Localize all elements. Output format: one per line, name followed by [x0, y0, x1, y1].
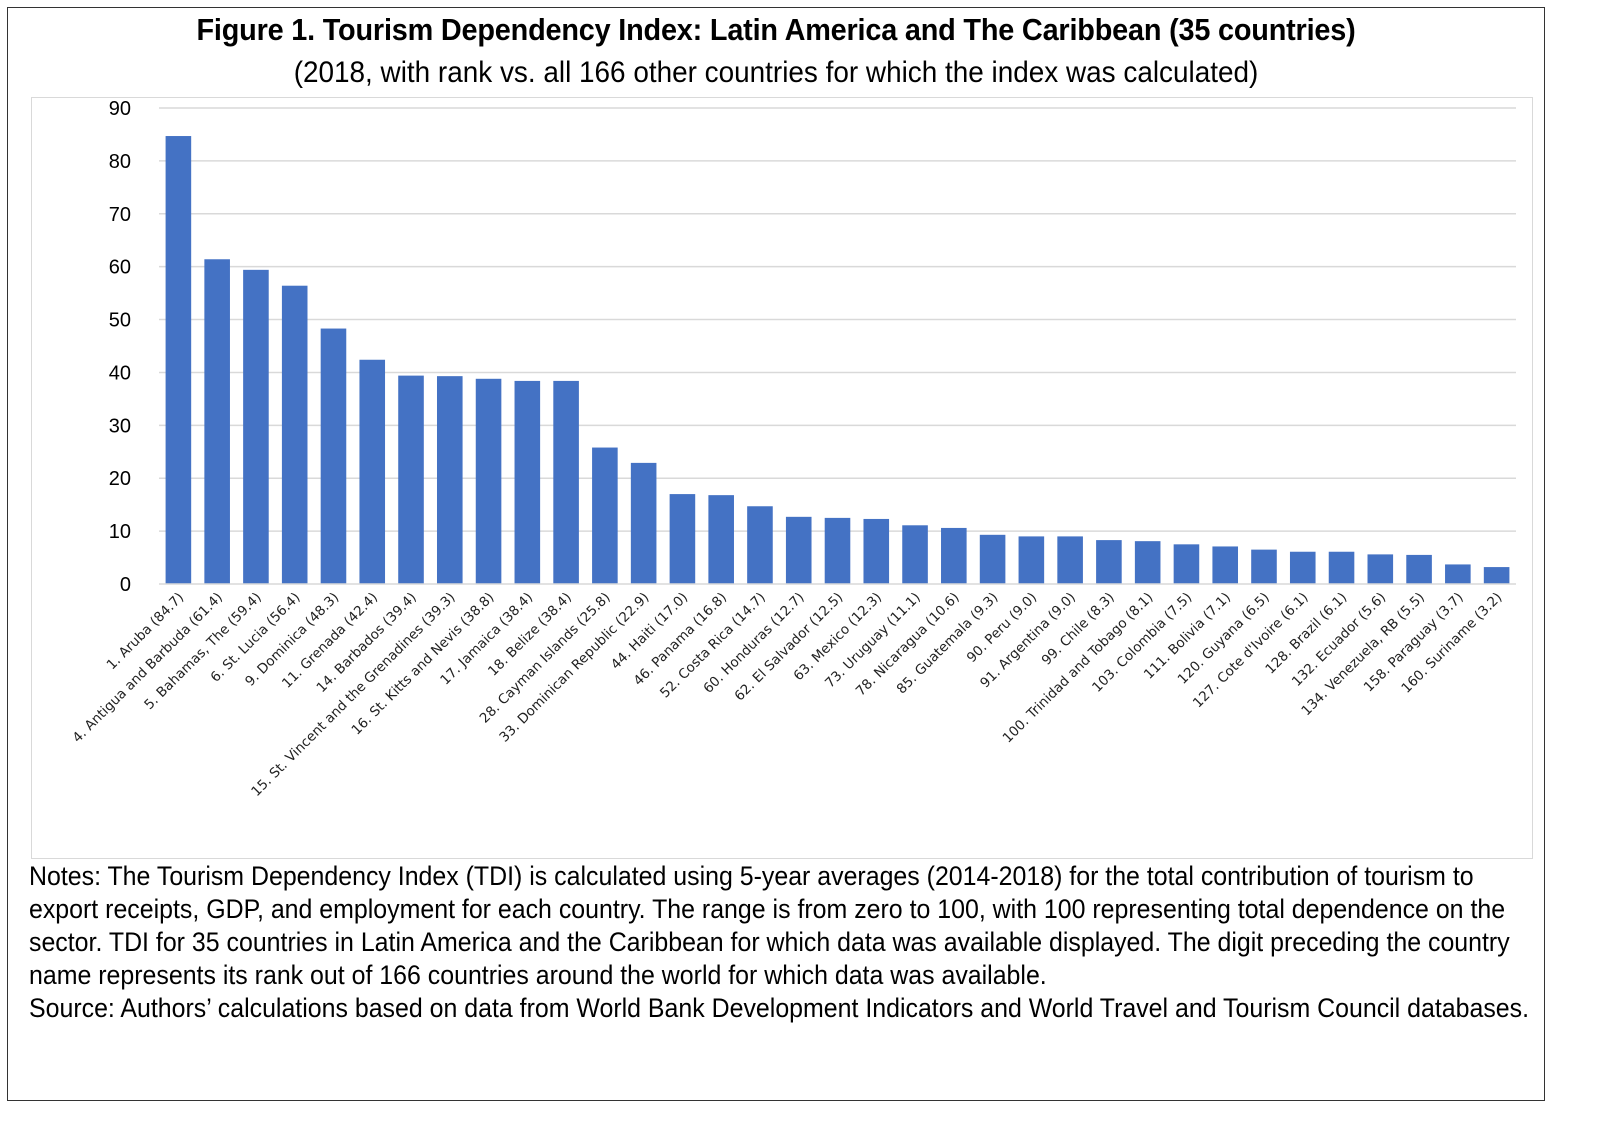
bar — [592, 447, 618, 584]
y-tick-label: 50 — [109, 310, 131, 332]
bar — [1367, 554, 1394, 584]
bar — [475, 378, 502, 584]
bar — [1212, 546, 1239, 584]
bar — [941, 527, 967, 584]
bar — [1134, 541, 1161, 584]
y-tick-label: 80 — [109, 151, 131, 173]
bar — [708, 495, 734, 584]
bars — [165, 136, 1510, 584]
y-tick-label: 20 — [109, 468, 131, 490]
bar — [1057, 536, 1083, 584]
y-tick-label: 70 — [109, 204, 131, 226]
bar — [979, 534, 1006, 584]
source-text: Source: Authors’ calculations based on d… — [29, 993, 1530, 1023]
bar — [1483, 567, 1510, 584]
bar — [436, 376, 463, 584]
bar — [824, 517, 851, 584]
bar — [320, 328, 347, 584]
chart-subtitle: (2018, with rank vs. all 166 other count… — [293, 56, 1259, 89]
bar — [165, 136, 192, 584]
y-axis-ticks: 0 10 20 30 40 50 60 70 80 90 — [109, 98, 131, 596]
bar — [1289, 551, 1316, 584]
bar-chart: 0 10 20 30 40 50 60 70 80 90 1. Aruba (84.7)4. An… — [69, 98, 1516, 800]
chart-area — [31, 97, 1533, 859]
bar — [1406, 554, 1432, 584]
gridlines — [159, 107, 1516, 532]
bar — [630, 462, 657, 584]
bar — [359, 359, 386, 584]
bar — [1445, 564, 1471, 584]
x-axis-labels: 1. Aruba (84.7)4. Antigua and Barbuda (6… — [69, 590, 1505, 800]
bar — [1018, 536, 1045, 584]
notes-block: Notes: The Tourism Dependency Index (TDI… — [29, 860, 1533, 1025]
x-tick-label: 16. St. Kitts and Nevis (38.8) — [349, 590, 498, 739]
bar — [1328, 551, 1355, 584]
bar — [747, 506, 773, 584]
y-tick-label: 0 — [120, 574, 131, 596]
notes-text: Notes: The Tourism Dependency Index (TDI… — [29, 861, 1510, 990]
bar — [553, 380, 579, 584]
bar — [243, 269, 269, 584]
bar — [902, 525, 928, 584]
bar — [669, 494, 696, 584]
y-tick-label: 30 — [109, 415, 131, 437]
bar — [863, 518, 890, 584]
bar — [1096, 540, 1122, 584]
bar — [204, 259, 230, 584]
y-tick-label: 90 — [109, 98, 131, 120]
bar — [514, 380, 541, 584]
y-tick-label: 60 — [109, 257, 131, 279]
bar — [281, 285, 308, 584]
bar — [1251, 549, 1277, 584]
y-tick-label: 10 — [109, 521, 131, 543]
chart-title: Figure 1. Tourism Dependency Index: Lati… — [196, 12, 1356, 47]
y-tick-label: 40 — [109, 362, 131, 384]
bar — [1173, 544, 1200, 584]
bar — [785, 516, 812, 584]
x-tick-label: 4. Antigua and Barbuda (61.4) — [69, 590, 226, 747]
bar — [398, 375, 424, 584]
